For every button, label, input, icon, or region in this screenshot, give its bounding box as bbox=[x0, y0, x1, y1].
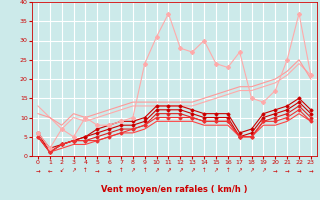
X-axis label: Vent moyen/en rafales ( km/h ): Vent moyen/en rafales ( km/h ) bbox=[101, 185, 248, 194]
